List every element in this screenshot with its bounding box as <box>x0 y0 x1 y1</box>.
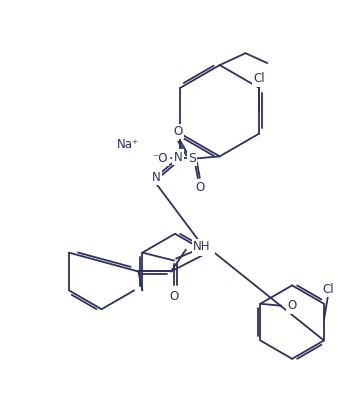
Text: NH: NH <box>193 240 211 253</box>
Text: N: N <box>174 151 182 164</box>
Text: Na⁺: Na⁺ <box>117 138 139 151</box>
Text: S: S <box>188 152 196 165</box>
Text: O: O <box>169 290 179 303</box>
Text: O: O <box>195 181 205 194</box>
Text: ⁻O: ⁻O <box>152 152 168 165</box>
Text: Cl: Cl <box>322 283 334 296</box>
Text: O: O <box>173 125 183 138</box>
Text: N: N <box>152 171 161 184</box>
Text: O: O <box>287 299 297 312</box>
Text: Cl: Cl <box>253 72 265 85</box>
Text: OH: OH <box>196 241 214 254</box>
